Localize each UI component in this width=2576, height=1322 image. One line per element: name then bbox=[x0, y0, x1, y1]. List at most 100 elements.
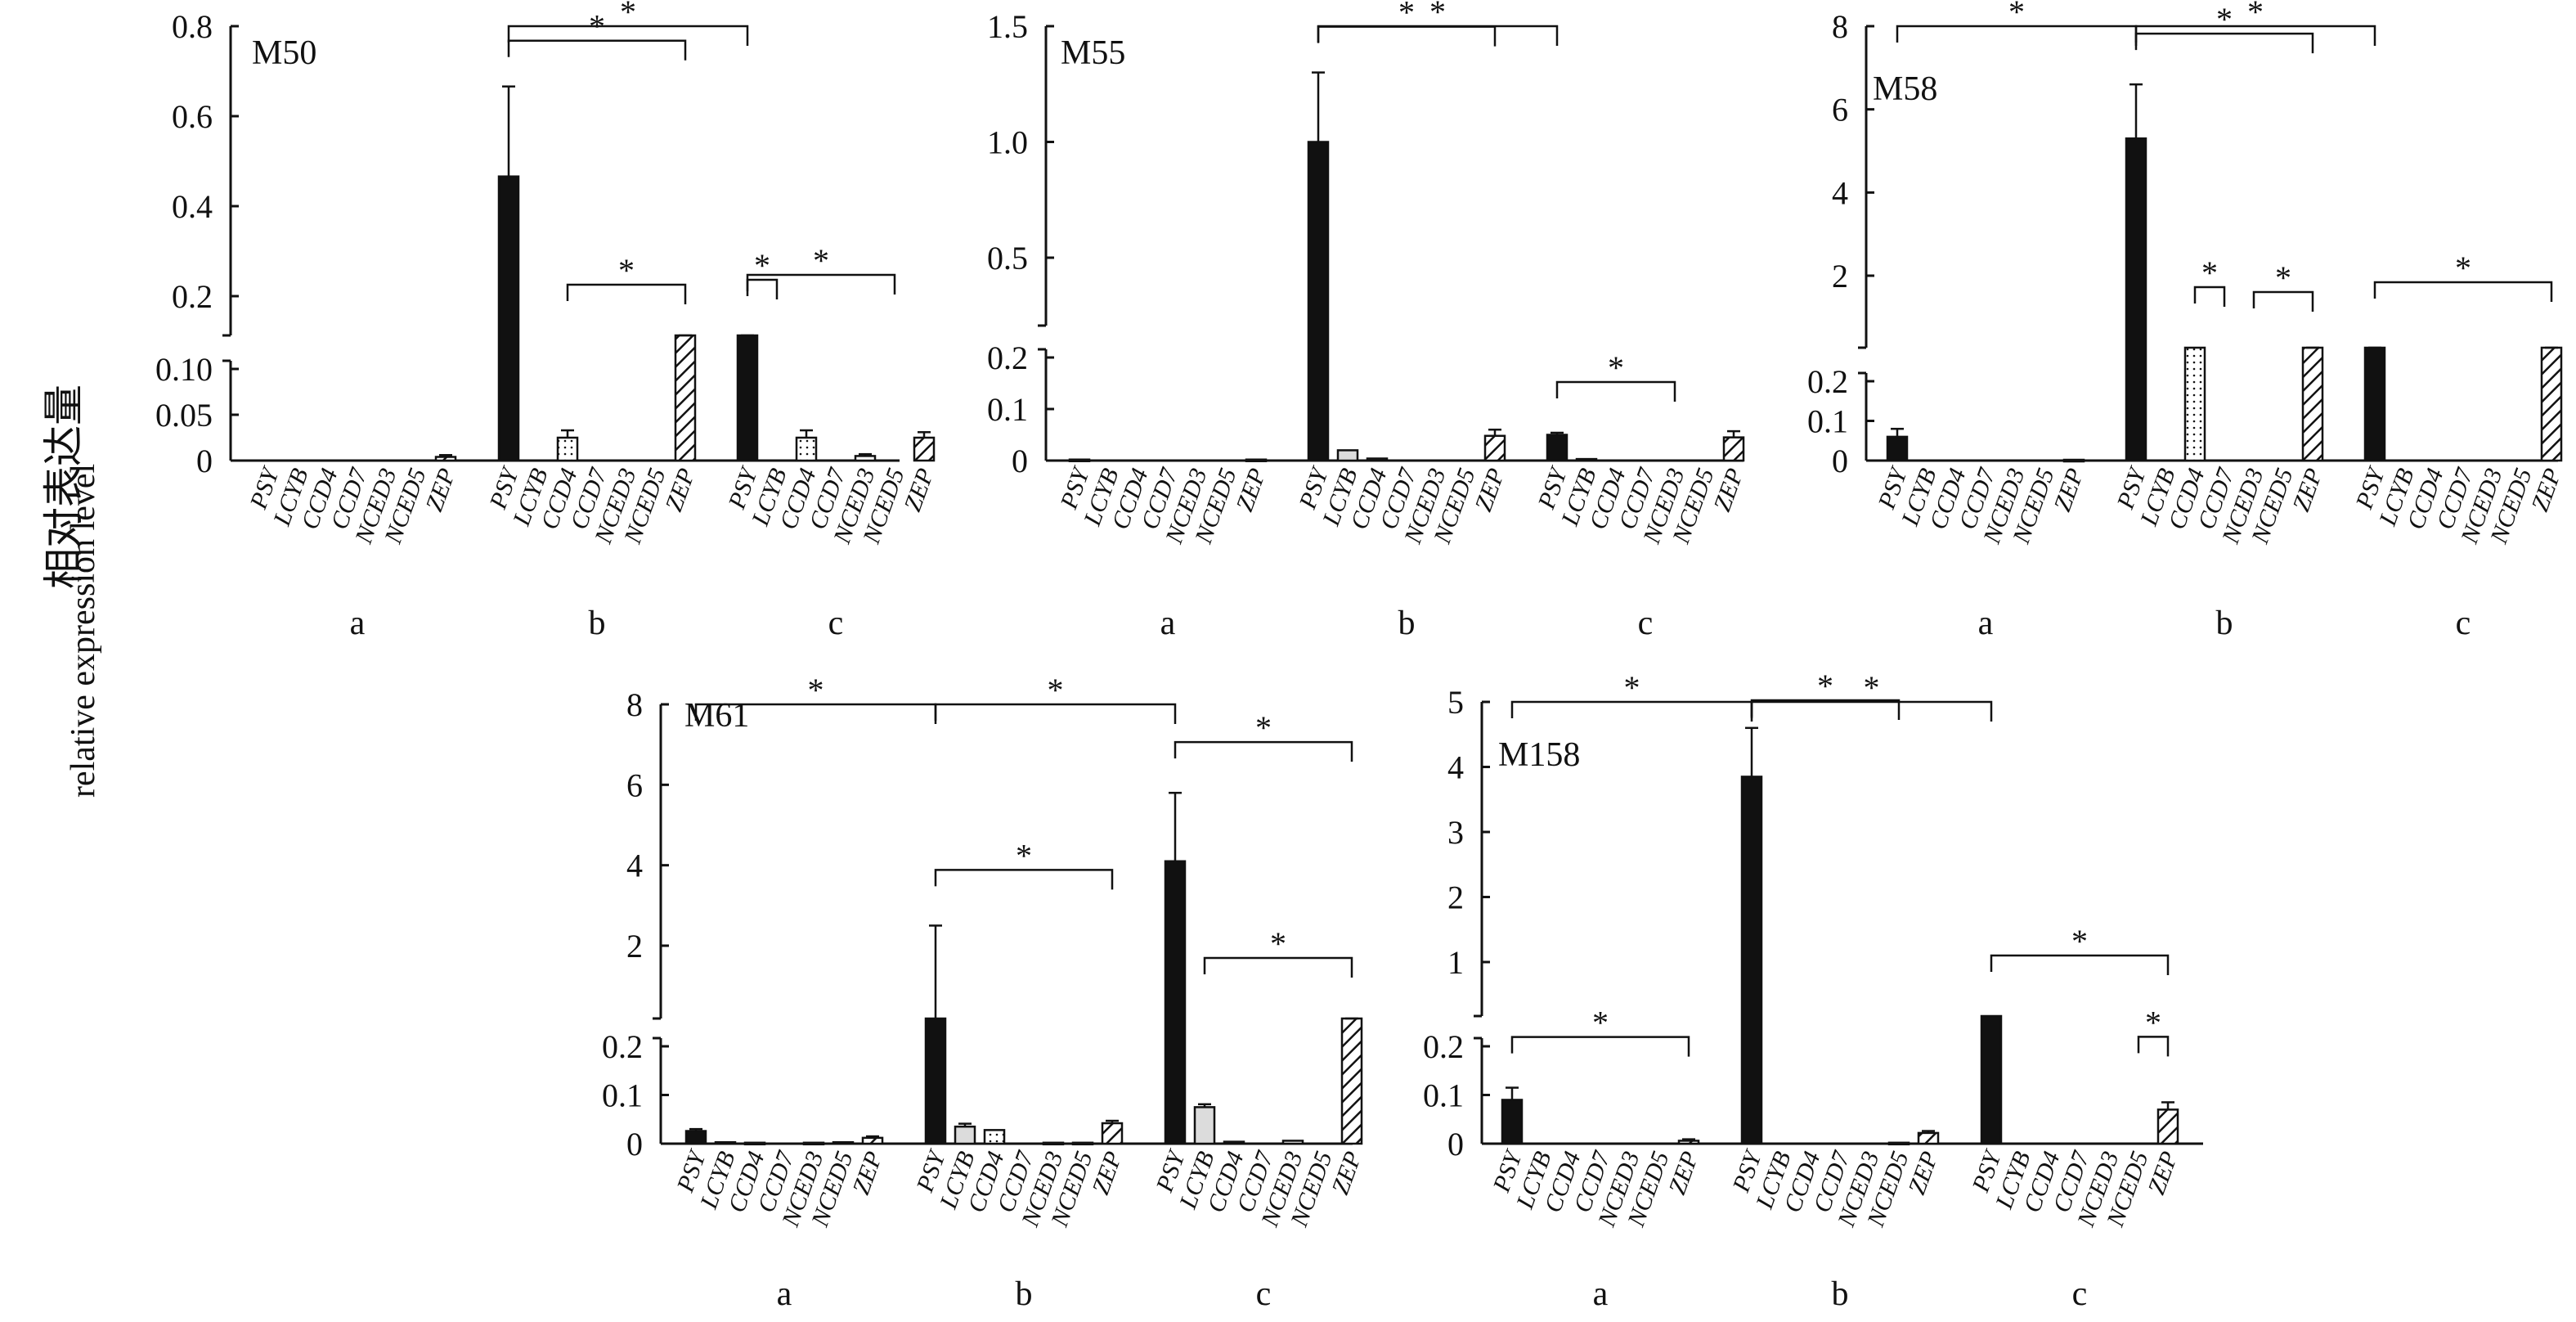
chart-m158-significance-bracket bbox=[1990, 954, 2170, 975]
chart-m50-significance-star: * bbox=[620, 0, 636, 30]
chart-m58-ytick-label: 0.1 bbox=[1807, 403, 1848, 440]
chart-m158-ytick-label: 5 bbox=[1447, 684, 1464, 721]
chart-m158-bar-a-psy[interactable] bbox=[1501, 1099, 1524, 1145]
chart-m55-bar-b-zep[interactable] bbox=[1483, 434, 1506, 462]
chart-m55-group-label-b: b bbox=[1398, 605, 1416, 642]
chart-m61-title: M61 bbox=[684, 697, 749, 735]
chart-m61-ytick-label: 6 bbox=[626, 767, 643, 803]
chart-m61-bar-a-psy[interactable] bbox=[684, 1130, 707, 1145]
chart-m55-bar-b-psy[interactable] bbox=[1307, 141, 1330, 462]
chart-m158-significance-star: * bbox=[1624, 669, 1640, 706]
chart-m58-bar-b-psy[interactable] bbox=[2125, 137, 2147, 462]
chart-m50-bar-c-psy[interactable] bbox=[736, 334, 759, 462]
chart-m61-bar-a-lcyb[interactable] bbox=[714, 1140, 737, 1145]
chart-m50-significance-bracket bbox=[507, 39, 687, 61]
chart-m55-bar-c-zep[interactable] bbox=[1722, 436, 1745, 462]
chart-m61-bar-b-nced5[interactable] bbox=[1071, 1141, 1094, 1146]
chart-m58-bar-c-psy[interactable] bbox=[2363, 346, 2386, 462]
chart-m50-significance-star: * bbox=[754, 247, 770, 284]
chart-m58-bar-b-zep[interactable] bbox=[2301, 346, 2324, 462]
chart-m61-bar-c-psy[interactable] bbox=[1164, 860, 1187, 1145]
chart-m50-significance-bracket bbox=[566, 283, 687, 304]
chart-m61-ytick-label: 8 bbox=[626, 686, 643, 723]
chart-m61-bar-b-zep[interactable] bbox=[1101, 1122, 1124, 1145]
chart-m55-significance-star: * bbox=[1429, 0, 1446, 30]
chart-m61-bar-c-ccd4[interactable] bbox=[1223, 1140, 1245, 1145]
chart-m158-significance-star: * bbox=[1864, 669, 1880, 706]
chart-m61-significance-bracket bbox=[934, 869, 1114, 890]
chart-m55-ytick-label: 0.1 bbox=[987, 391, 1028, 428]
chart-m61-bar-a-nced5[interactable] bbox=[832, 1140, 855, 1145]
chart-m61-bar-c-lcyb[interactable] bbox=[1193, 1106, 1216, 1145]
chart-m61-bar-a-nced3[interactable] bbox=[802, 1141, 825, 1146]
chart-m50-bar-b-psy[interactable] bbox=[497, 175, 520, 462]
chart-m158-group-label-b: b bbox=[1832, 1275, 1849, 1313]
chart-m55-bar-a-zep[interactable] bbox=[1245, 458, 1268, 462]
chart-m61-group-label-a: a bbox=[777, 1275, 792, 1313]
chart-m58-ytick-label: 6 bbox=[1832, 92, 1848, 128]
chart-m61-bar-b-psy[interactable] bbox=[924, 1017, 947, 1145]
chart-m158-bar-b-nced5[interactable] bbox=[1887, 1141, 1910, 1146]
chart-m61-ytick-label: 0.1 bbox=[602, 1077, 643, 1114]
chart-m58-ytick-label: 2 bbox=[1832, 258, 1848, 295]
chart-m61-bar-a-ccd4[interactable] bbox=[743, 1141, 766, 1146]
chart-m61-bar-b-lcyb[interactable] bbox=[954, 1125, 976, 1145]
chart-m50-ytick-label: 0.6 bbox=[172, 98, 213, 135]
chart-m58-significance-bracket bbox=[2134, 32, 2314, 54]
chart-m50-bar-a-zep[interactable] bbox=[434, 456, 457, 462]
chart-m58-significance-star: * bbox=[2455, 250, 2471, 286]
chart-m158-ytick-label: 0 bbox=[1447, 1126, 1464, 1162]
chart-m55-bar-b-lcyb[interactable] bbox=[1336, 449, 1359, 462]
chart-m55-bar-c-psy[interactable] bbox=[1546, 434, 1568, 462]
chart-m158-ytick-label: 3 bbox=[1447, 814, 1464, 851]
chart-m61-ytick-label: 2 bbox=[626, 928, 643, 965]
chart-m61-bar-c-zep[interactable] bbox=[1340, 1017, 1363, 1145]
chart-m61-group-label-b: b bbox=[1016, 1275, 1033, 1313]
chart-m158-significance-star: * bbox=[2145, 1004, 2161, 1041]
chart-m50-bar-c-nced3[interactable] bbox=[854, 455, 877, 462]
chart-m58-ytick-label: 8 bbox=[1832, 8, 1848, 45]
chart-m58-group-label-b: b bbox=[2216, 605, 2233, 642]
chart-m61-bar-b-ccd4[interactable] bbox=[983, 1129, 1006, 1145]
chart-m58-group-label-c: c bbox=[2456, 605, 2471, 642]
chart-m50-ytick-label: 0.05 bbox=[155, 397, 213, 434]
chart-m50-significance-star: * bbox=[618, 252, 635, 289]
chart-m55-significance-bracket bbox=[1555, 380, 1676, 402]
chart-m158-bar-c-zep[interactable] bbox=[2156, 1108, 2179, 1145]
chart-m50-ytick-label: 0.8 bbox=[172, 8, 213, 45]
chart-m50-bar-b-ccd4[interactable] bbox=[556, 436, 579, 462]
chart-m55-significance-star: * bbox=[1398, 0, 1415, 31]
chart-m50-bar-c-ccd4[interactable] bbox=[795, 436, 818, 462]
chart-m55-group-label-c: c bbox=[1638, 605, 1654, 642]
chart-m61-bar-b-nced3[interactable] bbox=[1042, 1141, 1065, 1146]
chart-m58-significance-bracket bbox=[2252, 290, 2314, 312]
chart-m158-significance-bracket bbox=[1750, 699, 1901, 720]
chart-m55-ytick-label: 0 bbox=[1012, 443, 1028, 479]
chart-m50-bar-b-zep[interactable] bbox=[674, 334, 697, 462]
chart-m55-significance-star: * bbox=[1608, 349, 1624, 386]
chart-m58-bar-a-psy[interactable] bbox=[1886, 435, 1909, 462]
chart-m58-bar-c-zep[interactable] bbox=[2540, 346, 2563, 462]
chart-m58-significance-star: * bbox=[2247, 0, 2264, 30]
chart-m55-group-label-a: a bbox=[1160, 605, 1176, 642]
chart-m58-bar-b-ccd4[interactable] bbox=[2183, 346, 2206, 462]
chart-m158-bar-b-zep[interactable] bbox=[1917, 1131, 1940, 1145]
chart-m50-bar-c-zep[interactable] bbox=[913, 436, 936, 462]
chart-m61-bar-c-nced3[interactable] bbox=[1281, 1140, 1304, 1145]
chart-m158-ytick-label: 4 bbox=[1447, 749, 1464, 786]
chart-m158-significance-bracket bbox=[2137, 1036, 2170, 1057]
chart-m158-bar-a-zep[interactable] bbox=[1677, 1140, 1700, 1145]
chart-m158-ytick-label: 0.1 bbox=[1423, 1077, 1464, 1114]
chart-m55-bar-a-psy[interactable] bbox=[1068, 458, 1091, 462]
chart-m55-bar-c-lcyb[interactable] bbox=[1575, 457, 1598, 462]
chart-m55-bar-b-ccd4[interactable] bbox=[1366, 457, 1389, 462]
chart-m158-bar-b-psy[interactable] bbox=[1740, 776, 1763, 1145]
chart-m50-ytick-label: 0.10 bbox=[155, 351, 213, 388]
chart-m58-bar-a-zep[interactable] bbox=[2062, 458, 2085, 463]
chart-m61-bar-a-zep[interactable] bbox=[861, 1136, 884, 1145]
chart-m158-bar-c-psy[interactable] bbox=[1980, 1014, 2003, 1145]
chart-m61-significance-star: * bbox=[1048, 672, 1064, 708]
chart-m158-significance-bracket bbox=[1510, 1036, 1690, 1057]
chart-m61-ytick-label: 0.2 bbox=[602, 1028, 643, 1065]
